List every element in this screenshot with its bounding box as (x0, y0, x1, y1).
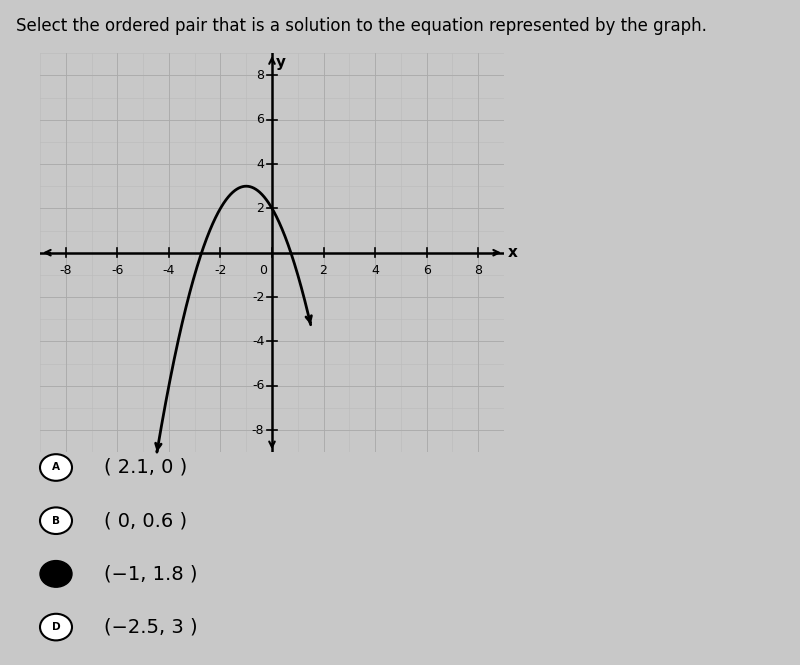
Text: x: x (508, 245, 518, 260)
Text: 0: 0 (259, 264, 267, 277)
Text: -8: -8 (252, 424, 264, 436)
Text: 8: 8 (256, 69, 264, 82)
Text: 6: 6 (256, 113, 264, 126)
Text: -4: -4 (162, 264, 175, 277)
Text: ( 2.1, 0 ): ( 2.1, 0 ) (104, 458, 187, 477)
Text: -6: -6 (111, 264, 123, 277)
Text: 4: 4 (256, 158, 264, 170)
Text: A: A (52, 462, 60, 473)
Text: -4: -4 (252, 335, 264, 348)
Text: D: D (52, 622, 60, 632)
Text: -8: -8 (59, 264, 72, 277)
Text: 2: 2 (320, 264, 327, 277)
Text: 6: 6 (422, 264, 430, 277)
Text: (−2.5, 3 ): (−2.5, 3 ) (104, 618, 198, 636)
Text: Select the ordered pair that is a solution to the equation represented by the gr: Select the ordered pair that is a soluti… (16, 17, 707, 35)
Text: -2: -2 (252, 291, 264, 303)
Text: ( 0, 0.6 ): ( 0, 0.6 ) (104, 511, 187, 530)
Text: 8: 8 (474, 264, 482, 277)
Text: 4: 4 (371, 264, 379, 277)
Text: B: B (52, 515, 60, 526)
Text: y: y (276, 55, 286, 70)
Text: 2: 2 (256, 202, 264, 215)
Text: -2: -2 (214, 264, 226, 277)
Text: -6: -6 (252, 379, 264, 392)
Text: (−1, 1.8 ): (−1, 1.8 ) (104, 565, 198, 583)
